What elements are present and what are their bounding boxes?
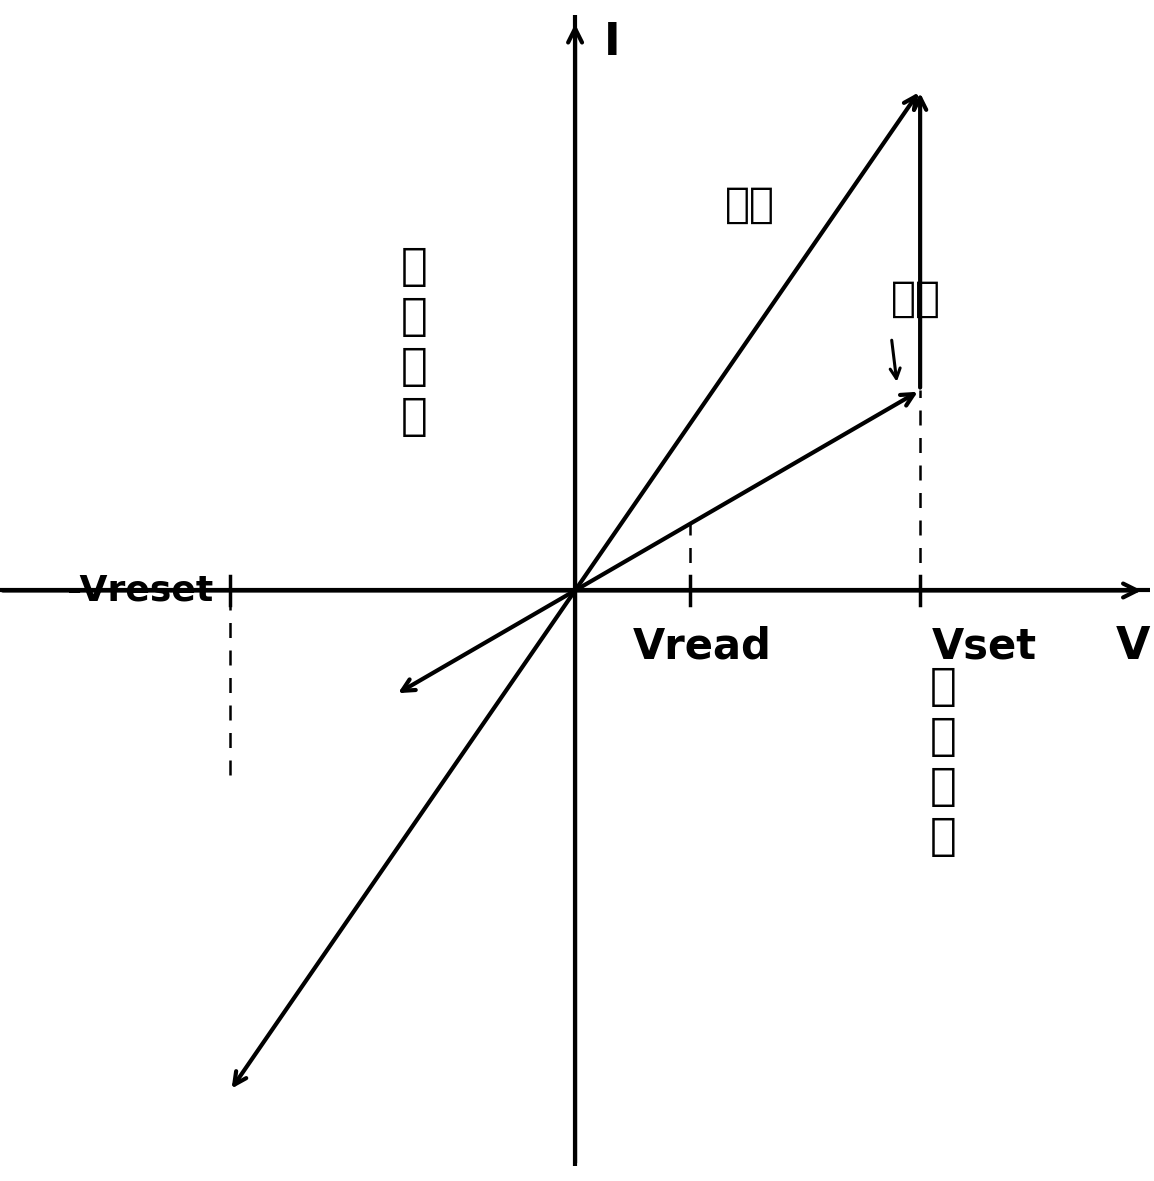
Text: 第
二
阈
値: 第 二 阈 値	[400, 246, 427, 438]
Text: 高阵: 高阵	[891, 279, 942, 320]
Text: 低阵: 低阵	[725, 184, 774, 227]
Text: Vread: Vread	[632, 625, 772, 667]
Text: 第
一
阈
値: 第 一 阈 値	[930, 665, 957, 857]
Text: I: I	[604, 21, 621, 64]
Text: -Vreset: -Vreset	[67, 574, 212, 607]
Text: V: V	[1116, 625, 1151, 668]
Text: Vset: Vset	[931, 625, 1036, 667]
